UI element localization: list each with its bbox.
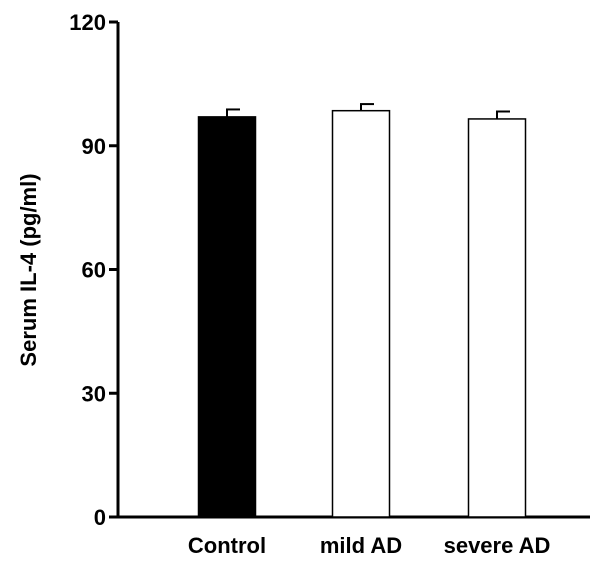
x-tick-label: Control bbox=[188, 533, 266, 558]
y-tick-label: 0 bbox=[94, 505, 106, 530]
bar-mild-ad bbox=[331, 109, 391, 518]
x-tick-label: severe AD bbox=[444, 533, 551, 558]
x-axis-labels: Control mild AD severe AD bbox=[188, 533, 551, 558]
bar-severe-ad bbox=[467, 118, 527, 518]
x-tick-label: mild AD bbox=[320, 533, 402, 558]
y-axis-title: Serum IL-4 (pg/ml) bbox=[16, 173, 41, 366]
y-tick-label: 120 bbox=[69, 10, 106, 35]
y-tick-label: 90 bbox=[82, 134, 106, 159]
y-axis-ticks: 0 30 60 90 120 bbox=[69, 10, 118, 530]
y-tick-label: 30 bbox=[82, 381, 106, 406]
bar-control bbox=[197, 116, 257, 518]
bars-group bbox=[197, 103, 527, 518]
y-tick-label: 60 bbox=[82, 258, 106, 283]
